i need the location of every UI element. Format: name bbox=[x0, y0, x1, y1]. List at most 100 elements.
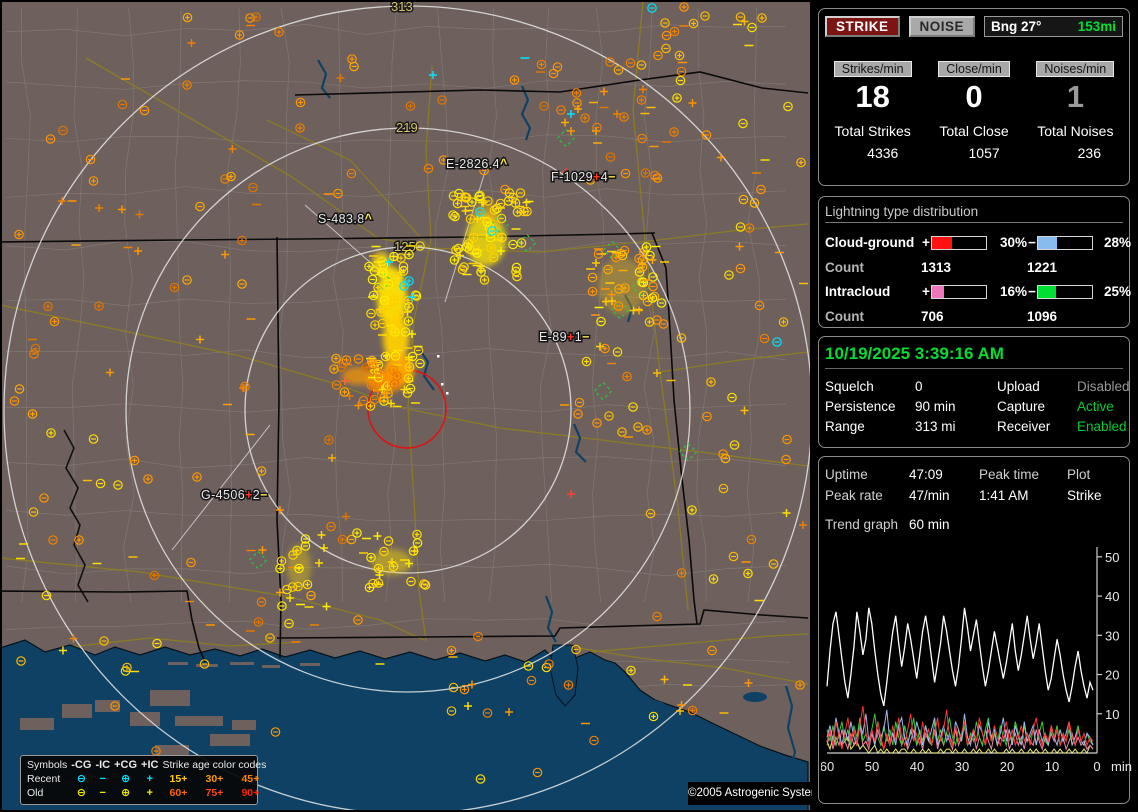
ic-minus-count: 1096 bbox=[1027, 308, 1058, 324]
strikes-per-min-badge: Strikes/min bbox=[833, 61, 912, 77]
squelch-label: Squelch bbox=[825, 379, 874, 394]
receiver-label: Receiver bbox=[997, 419, 1051, 434]
plot-label: Plot bbox=[1067, 467, 1091, 482]
trend-series bbox=[826, 733, 1094, 755]
legend-col-neg-cg: -CG bbox=[71, 759, 92, 771]
age-60: 60+ bbox=[169, 787, 188, 799]
cg-minus-bar bbox=[1037, 235, 1093, 250]
cg-plus-count: 1313 bbox=[921, 259, 952, 275]
peak-time-label: Peak time bbox=[979, 467, 1040, 482]
total-close-value: 1057 bbox=[968, 145, 1000, 161]
trend-series bbox=[826, 705, 1094, 750]
plus-sign: + bbox=[922, 284, 930, 299]
cg-plus-bar bbox=[931, 235, 987, 250]
state-borders bbox=[0, 71, 809, 663]
total-noises-label: Total Noises bbox=[1037, 123, 1114, 139]
persistence-value: 90 min bbox=[915, 399, 956, 414]
count-label: Count bbox=[825, 308, 864, 324]
cg-minus-count: 1221 bbox=[1027, 259, 1058, 275]
uptime-value: 47:09 bbox=[909, 467, 943, 482]
plus-icon: + bbox=[146, 773, 153, 785]
count-label: Count bbox=[825, 259, 864, 275]
close-per-min-badge: Close/min bbox=[938, 61, 1010, 77]
upload-status: Disabled bbox=[1077, 379, 1130, 394]
map-canvas[interactable]: 125 219 313 S-483.8^ E-2826.4^ F-1029+4− E-89+… bbox=[0, 0, 813, 812]
intracloud-label: Intracloud bbox=[825, 284, 891, 299]
peak-rate-label: Peak rate bbox=[825, 488, 883, 503]
persistence-label: Persistence bbox=[825, 399, 896, 414]
storm-cell-label: E-2826.4^ bbox=[446, 157, 508, 171]
storm-cell-label: F-1029+4− bbox=[551, 170, 616, 184]
ic-minus-pct: 25% bbox=[1103, 284, 1131, 299]
trend-series bbox=[826, 607, 1094, 707]
minus-sign: − bbox=[1028, 284, 1036, 299]
minus-icon: − bbox=[99, 787, 106, 799]
age-45: 45+ bbox=[241, 773, 260, 785]
svg-text:30: 30 bbox=[955, 759, 969, 774]
noises-per-min-badge: Noises/min bbox=[1036, 61, 1115, 77]
range-value: 313 mi bbox=[915, 419, 956, 434]
noise-toggle-button[interactable]: NOISE bbox=[908, 16, 976, 37]
legend-row-old-label: Old bbox=[27, 787, 44, 799]
distance-label: 153mi bbox=[1077, 19, 1116, 34]
range-label: Range bbox=[825, 419, 865, 434]
upload-label: Upload bbox=[997, 379, 1040, 394]
rivers bbox=[317, 59, 797, 771]
legend-col-neg-ic: -IC bbox=[95, 759, 111, 771]
trend-window-value: 60 min bbox=[909, 517, 950, 532]
side-panel: STRIKE NOISE Bng 27° 153mi Strikes/min C… bbox=[812, 0, 1138, 812]
storm-cell-label: S-483.8^ bbox=[318, 212, 373, 226]
svg-text:min: min bbox=[1111, 759, 1132, 774]
peak-rate-value: 47/min bbox=[909, 488, 950, 503]
svg-text:30: 30 bbox=[1105, 628, 1119, 643]
distribution-title: Lightning type distribution bbox=[825, 204, 1123, 223]
legend-col-pos-ic: +IC bbox=[141, 759, 159, 771]
flash-dot bbox=[441, 383, 444, 386]
ic-plus-bar bbox=[931, 284, 987, 299]
cg-minus-pct: 28% bbox=[1103, 235, 1131, 250]
age-30: 30+ bbox=[205, 773, 224, 785]
age-90: 90+ bbox=[241, 787, 260, 799]
svg-text:40: 40 bbox=[1105, 589, 1119, 604]
flash-dot bbox=[437, 355, 440, 358]
storm-cell-label: G-4506+2− bbox=[201, 488, 268, 502]
copyright-label: ©2005 Astrogenic Systems bbox=[688, 782, 826, 805]
total-noises-value: 236 bbox=[1077, 145, 1101, 161]
close-per-min-value: 0 bbox=[965, 79, 983, 114]
mississippi-river bbox=[63, 429, 89, 603]
svg-text:20: 20 bbox=[1000, 759, 1014, 774]
noises-per-min-value: 1 bbox=[1066, 79, 1084, 114]
symbol-legend: Symbols -CG -IC +CG +IC Strike age color… bbox=[20, 755, 266, 805]
squelch-value: 0 bbox=[915, 379, 923, 394]
ic-minus-bar bbox=[1037, 284, 1093, 299]
trend-graph-label: Trend graph bbox=[825, 517, 899, 532]
circle-minus-icon: ⊖ bbox=[76, 773, 86, 785]
range-ring-label: 219 bbox=[396, 120, 418, 135]
strike-symbols bbox=[9, 2, 808, 784]
bearing-label: Bng 27° bbox=[991, 19, 1042, 34]
total-strikes-value: 4336 bbox=[867, 145, 899, 161]
ic-plus-pct: 16% bbox=[999, 284, 1027, 299]
strike-toggle-button[interactable]: STRIKE bbox=[825, 16, 900, 37]
minus-sign: − bbox=[1028, 235, 1036, 250]
range-ring-label: 313 bbox=[391, 2, 413, 14]
legend-symbols-header: Symbols bbox=[27, 759, 68, 771]
svg-text:10: 10 bbox=[1105, 707, 1119, 722]
receiver-status: Enabled bbox=[1077, 419, 1127, 434]
ic-plus-count: 706 bbox=[921, 308, 944, 324]
circle-minus-icon: ⊖ bbox=[76, 787, 86, 799]
status-box: 10/19/2025 3:39:16 AM Squelch 0 Upload D… bbox=[818, 336, 1130, 448]
minus-icon: − bbox=[99, 773, 106, 785]
age-15: 15+ bbox=[169, 773, 188, 785]
circle-plus-icon: ⊕ bbox=[120, 787, 131, 799]
svg-text:20: 20 bbox=[1105, 668, 1119, 683]
counters-box: STRIKE NOISE Bng 27° 153mi Strikes/min C… bbox=[818, 8, 1130, 186]
legend-row-recent-label: Recent bbox=[27, 773, 61, 785]
age-75: 75+ bbox=[205, 787, 224, 799]
strikes-per-min-value: 18 bbox=[855, 79, 890, 114]
peak-time-value: 1:41 AM bbox=[979, 488, 1029, 503]
uptime-label: Uptime bbox=[825, 467, 868, 482]
total-strikes-label: Total Strikes bbox=[834, 123, 911, 139]
plus-sign: + bbox=[922, 235, 930, 250]
svg-text:50: 50 bbox=[865, 759, 879, 774]
